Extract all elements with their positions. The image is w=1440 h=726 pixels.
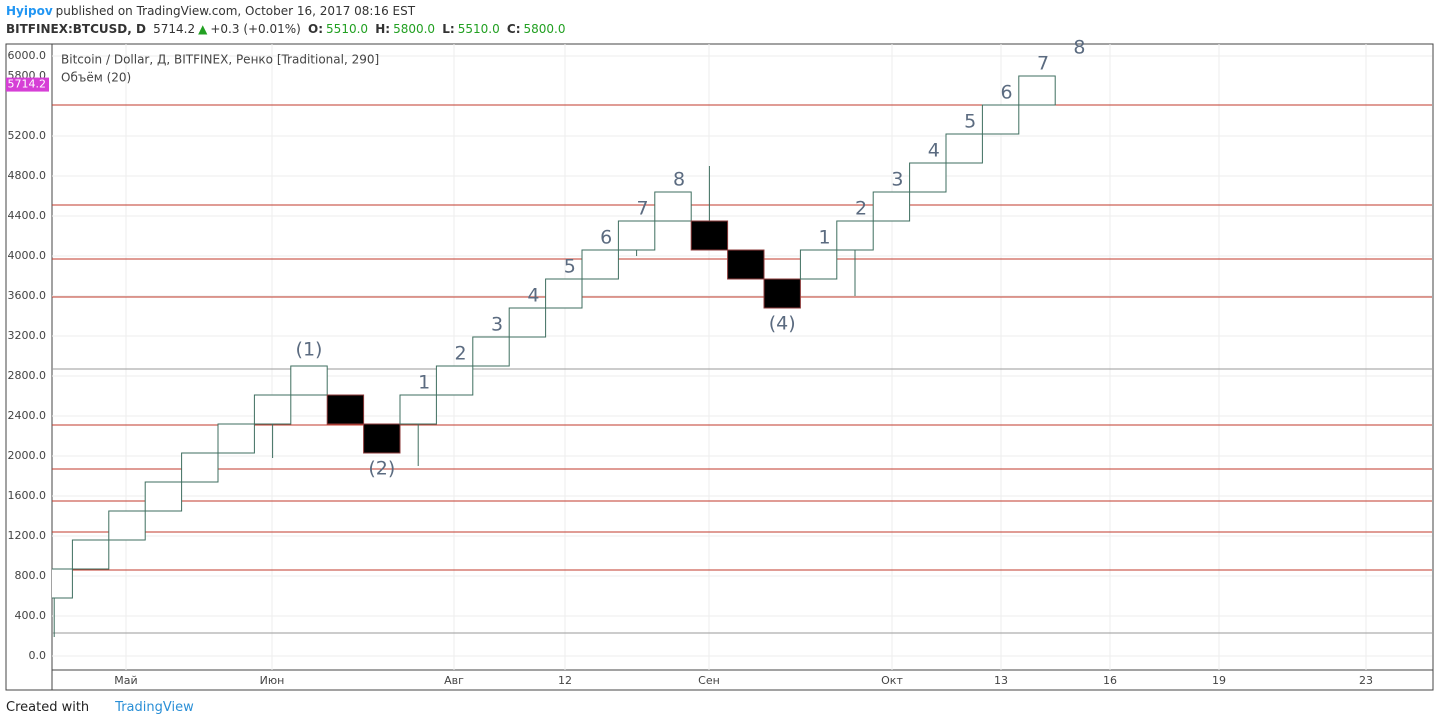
price: 5714.2 <box>153 22 196 36</box>
brick-up <box>472 336 510 367</box>
y-tick-label: 3200.0 <box>8 329 47 342</box>
brick-up <box>909 162 947 193</box>
x-tick-label: 23 <box>1359 674 1373 687</box>
y-tick-label: 4800.0 <box>8 169 47 182</box>
y-tick-label: 2800.0 <box>8 369 47 382</box>
published: published on TradingView.com, October 16… <box>55 4 416 18</box>
chart-subtitle: Объём (20) <box>61 71 131 85</box>
y-tick-label: 6000.0 <box>8 49 47 62</box>
y-tick-label: 1200.0 <box>8 529 47 542</box>
y-tick-label: 800.0 <box>15 569 47 582</box>
wave-label: 6 <box>1001 82 1013 104</box>
wave-label: 5 <box>964 111 976 133</box>
brick-down <box>727 249 765 280</box>
brick-up <box>290 365 328 396</box>
brick-up <box>654 191 692 222</box>
wave-label: 6 <box>600 227 612 249</box>
x-tick-label: Июн <box>260 674 285 687</box>
wave-label: 7 <box>637 198 649 220</box>
brick-up <box>581 249 619 280</box>
brick-up <box>617 220 656 251</box>
x-tick-label: Окт <box>881 674 903 687</box>
chart: 0.0 400.0 800.0 1200.0 1600.0 2000.0 2400.0 280… <box>5 37 1434 691</box>
wave-label: 2 <box>455 343 467 365</box>
brick-up <box>872 191 911 222</box>
y-tick-label: 400.0 <box>15 609 47 622</box>
brick-down <box>690 220 729 251</box>
brick-up <box>981 104 1020 135</box>
x-tick-label: 13 <box>994 674 1008 687</box>
brick-down <box>326 394 365 425</box>
brick-up <box>144 481 183 512</box>
y-tick-label: 4400.0 <box>8 209 47 222</box>
x-tick-label: 16 <box>1103 674 1117 687</box>
y-tick-label: 5200.0 <box>8 129 47 142</box>
brick-up <box>836 220 874 251</box>
h-label: H: <box>375 22 391 36</box>
wave-label: 7 <box>1037 53 1049 75</box>
wave-label: 5 <box>564 256 576 278</box>
x-tick-label: Авг <box>444 674 464 687</box>
wave-label: 8 <box>673 169 685 191</box>
l-label: L: <box>442 22 455 36</box>
y-tick-label: 1600.0 <box>8 489 47 502</box>
h: 5800.0 <box>393 22 436 36</box>
x-tick-label: Май <box>114 674 137 687</box>
footer: Created with TradingView <box>6 700 194 715</box>
brick-up <box>508 307 547 338</box>
arrow: ▲ <box>198 22 208 36</box>
brick-up <box>945 133 983 164</box>
brick-up <box>435 365 474 396</box>
brick-up <box>399 394 437 425</box>
created: Created with <box>6 700 90 715</box>
x-tick-label: Сен <box>698 674 720 687</box>
wave-label: (4) <box>769 313 796 335</box>
symbol-line: BITFINEX:BTCUSD, D 5714.2 ▲ +0.3 (+0.01%) … <box>6 22 569 36</box>
brick-up <box>545 278 583 309</box>
wave-label: 4 <box>928 140 940 162</box>
header-line: Hyipov published on TradingView.com, Octo… <box>6 4 418 18</box>
wave-label: 8 <box>1073 37 1085 59</box>
c: 5800.0 <box>523 22 566 36</box>
brick-down <box>763 278 801 309</box>
y-tick-label: 2400.0 <box>8 409 47 422</box>
brick-up <box>1018 75 1056 106</box>
frame <box>5 43 1434 691</box>
brick-up <box>181 452 219 483</box>
brick-down <box>363 423 401 454</box>
brick-up <box>253 394 292 425</box>
brick-up <box>799 249 838 280</box>
author[interactable]: Hyipov <box>6 4 53 18</box>
o: 5510.0 <box>326 22 369 36</box>
brick-up <box>52 568 73 599</box>
x-tick-label: 12 <box>558 674 572 687</box>
brick-up <box>108 510 146 541</box>
wave-label: 1 <box>418 372 430 394</box>
y-tick-label: 2000.0 <box>8 449 47 462</box>
x-tick-label: 19 <box>1212 674 1226 687</box>
wave-label: 4 <box>527 285 539 307</box>
wave-label: 3 <box>491 314 503 336</box>
symbol: BITFINEX:BTCUSD, D <box>6 22 146 36</box>
c-label: C: <box>506 22 521 36</box>
price-tag <box>6 77 49 92</box>
y-tick-label: 4000.0 <box>8 249 47 262</box>
o-label: O: <box>308 22 324 36</box>
brand[interactable]: TradingView <box>115 700 194 715</box>
y-tick-label: 3600.0 <box>8 289 47 302</box>
y-tick-label: 0.0 <box>29 649 47 662</box>
chart-title: Bitcoin / Dollar, Д, BITFINEX, Ренко [Tr… <box>61 53 379 67</box>
wave-label: 2 <box>855 198 867 220</box>
price-tag-label: 5714.2 <box>8 78 47 91</box>
wave-label: 1 <box>819 227 831 249</box>
wave-label: (2) <box>368 458 395 480</box>
wave-label: 3 <box>891 169 903 191</box>
wave-label: (1) <box>296 339 323 361</box>
change: +0.3 (+0.01%) <box>210 22 301 36</box>
brick-up <box>217 423 255 454</box>
l: 5510.0 <box>457 22 500 36</box>
brick-up <box>71 539 110 570</box>
